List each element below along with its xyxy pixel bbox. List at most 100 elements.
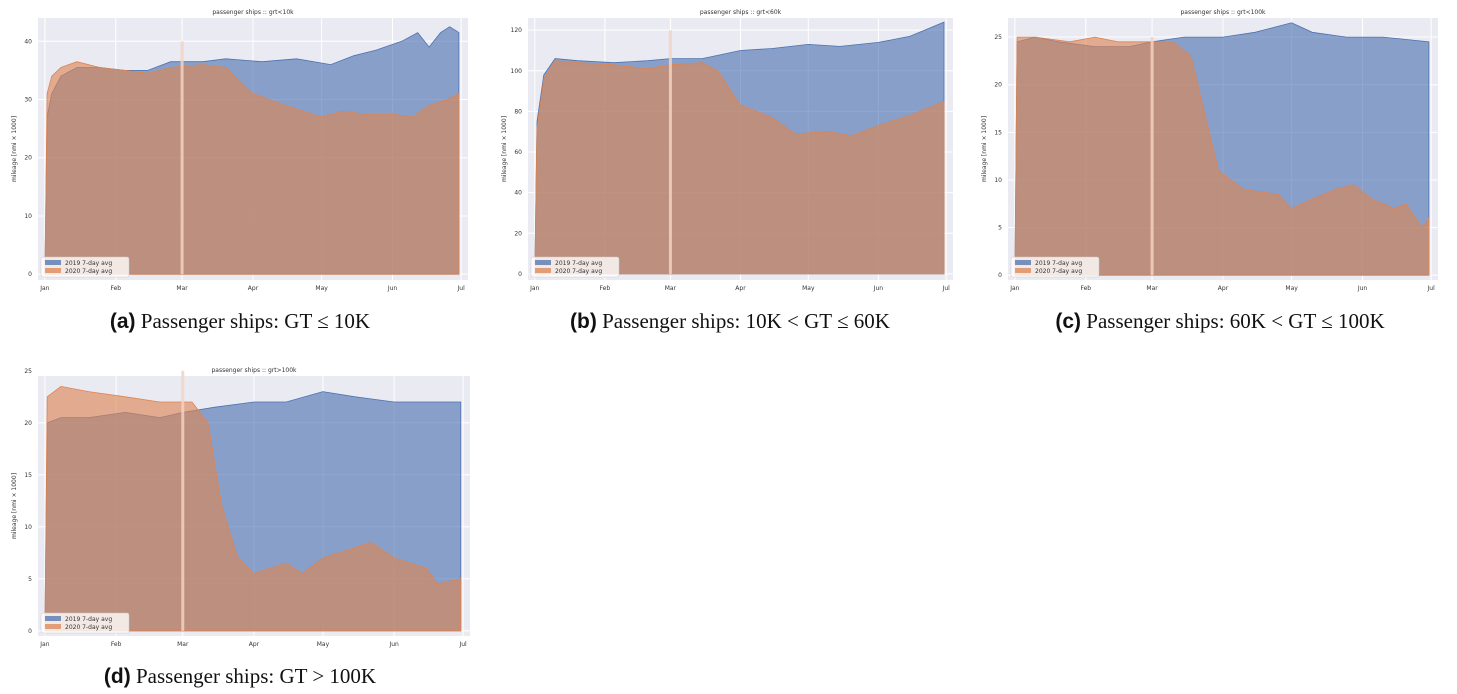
chart-title: passenger ships :: grt<60k <box>700 9 782 16</box>
chart-title: passenger ships :: grt<100k <box>1180 9 1266 16</box>
chart-panel-a: 0 10 20 30 40 Jan Feb Mar Apr May Jun Jul passenger … <box>8 6 472 302</box>
y-tick-label: 10 <box>994 177 1002 184</box>
y-axis-label: mileage [nmi × 1000] <box>501 116 508 182</box>
chart-svg: 0 5 10 15 20 25 Jan Feb Mar Apr May Jun Jul passenger… <box>11 367 470 648</box>
x-tick-label: Jun <box>388 641 399 648</box>
series-area <box>44 385 462 632</box>
legend-label: 2019 7-day avg <box>1035 260 1082 267</box>
legend-box <box>1010 256 1100 278</box>
y-axis-label: mileage [nmi × 1000] <box>11 473 18 539</box>
y-tick-label: 10 <box>24 213 32 220</box>
y-tick-label: 100 <box>511 68 523 75</box>
caption-text: Passenger ships: GT > 100K <box>135 664 377 688</box>
y-tick-label: 60 <box>514 149 522 156</box>
y-tick-label: 120 <box>511 27 523 34</box>
y-tick-label: 40 <box>514 190 522 197</box>
y-tick-label: 20 <box>514 230 522 237</box>
x-tick-label: Jul <box>458 641 467 648</box>
y-tick-label: 40 <box>24 38 32 45</box>
x-tick-label: Feb <box>110 285 121 292</box>
caption-text: Passenger ships: 60K < GT ≤ 100K <box>1086 309 1385 333</box>
y-tick-label: 15 <box>24 472 32 479</box>
x-tick-label: May <box>1285 285 1298 292</box>
y-tick-label: 10 <box>24 524 32 531</box>
x-tick-label: Jan <box>1009 285 1019 292</box>
caption-b: (b) Passenger ships: 10K < GT ≤ 60K <box>520 309 940 334</box>
x-tick-label: Mar <box>176 285 188 292</box>
y-tick-label: 20 <box>24 420 32 427</box>
x-tick-label: Jan <box>529 285 539 292</box>
x-tick-label: Jan <box>39 641 49 648</box>
x-tick-label: Jun <box>1357 285 1368 292</box>
x-tick-label: May <box>315 285 328 292</box>
x-tick-label: May <box>317 641 330 648</box>
series-area <box>44 61 460 275</box>
x-tick-label: Jul <box>457 285 466 292</box>
caption-text: Passenger ships: GT ≤ 10K <box>140 309 371 333</box>
caption-letter: (d) <box>103 665 131 688</box>
x-tick-label: Mar <box>177 641 189 648</box>
legend-swatch <box>535 268 551 273</box>
legend-label: 2020 7-day avg <box>1035 268 1082 275</box>
y-tick-label: 15 <box>994 129 1002 136</box>
chart-title: passenger ships :: grt>100k <box>211 367 297 374</box>
x-tick-label: May <box>802 285 815 292</box>
chart-panel-c: 0 5 10 15 20 25 Jan Feb Mar Apr May Jun Jul passenger… <box>978 6 1442 302</box>
caption-a: (a) Passenger ships: GT ≤ 10K <box>40 309 440 334</box>
y-tick-label: 20 <box>24 155 32 162</box>
legend-swatch <box>535 260 551 265</box>
legend-swatch <box>45 268 61 273</box>
legend-label: 2020 7-day avg <box>65 624 112 631</box>
x-tick-label: Jan <box>39 285 49 292</box>
x-tick-label: Mar <box>1146 285 1158 292</box>
marker-line <box>1150 37 1154 276</box>
chart-svg: 0 5 10 15 20 25 Jan Feb Mar Apr May Jun Jul passenger… <box>981 9 1438 292</box>
y-tick-label: 0 <box>518 271 522 278</box>
legend-swatch <box>45 260 61 265</box>
legend-swatch <box>45 616 61 621</box>
legend-box <box>530 256 620 278</box>
legend-label: 2019 7-day avg <box>65 616 112 623</box>
marker-line <box>668 30 672 274</box>
legend-label: 2019 7-day avg <box>65 260 112 267</box>
x-tick-label: Jun <box>873 285 884 292</box>
chart-title: passenger ships :: grt<10k <box>212 9 294 16</box>
y-tick-label: 25 <box>994 34 1002 41</box>
chart-panel-d: 0 5 10 15 20 25 Jan Feb Mar Apr May Jun Jul passenger… <box>8 364 474 654</box>
caption-letter: (c) <box>1055 310 1082 333</box>
legend-swatch <box>1015 268 1031 273</box>
y-tick-label: 25 <box>24 368 32 375</box>
caption-letter: (b) <box>570 310 597 333</box>
marker-line <box>180 41 184 275</box>
legend-label: 2020 7-day avg <box>65 268 112 275</box>
chart-svg: 0 10 20 30 40 Jan Feb Mar Apr May Jun Jul passenger … <box>11 9 468 292</box>
y-axis-label: mileage [nmi × 1000] <box>11 116 18 182</box>
caption-letter: (a) <box>109 310 136 333</box>
marker-line <box>181 370 185 631</box>
legend-swatch <box>1015 260 1031 265</box>
x-tick-label: Apr <box>248 285 259 292</box>
x-tick-label: Apr <box>249 641 260 648</box>
y-axis-label: mileage [nmi × 1000] <box>981 116 988 182</box>
x-tick-label: Feb <box>600 285 611 292</box>
x-tick-label: Apr <box>735 285 746 292</box>
legend-box <box>40 612 130 634</box>
chart-svg: 0 20 40 60 80 100 120 Jan Feb Mar Apr May Jun Jul pass… <box>501 9 953 292</box>
series-area <box>1014 36 1430 276</box>
y-tick-label: 0 <box>998 272 1002 279</box>
x-tick-label: Apr <box>1218 285 1229 292</box>
legend-box <box>40 256 130 278</box>
y-tick-label: 5 <box>28 576 32 583</box>
legend-label: 2019 7-day avg <box>555 260 602 267</box>
caption-text: Passenger ships: 10K < GT ≤ 60K <box>602 309 890 333</box>
y-tick-label: 0 <box>28 628 32 635</box>
x-tick-label: Feb <box>1080 285 1091 292</box>
x-tick-label: Jul <box>942 285 951 292</box>
chart-panel-b: 0 20 40 60 80 100 120 Jan Feb Mar Apr May Jun Jul pass… <box>493 6 957 302</box>
legend-swatch <box>45 624 61 629</box>
caption-c: (c) Passenger ships: 60K < GT ≤ 100K <box>1000 309 1440 334</box>
y-tick-label: 30 <box>24 97 32 104</box>
legend-label: 2020 7-day avg <box>555 268 602 275</box>
y-tick-label: 5 <box>998 225 1002 232</box>
y-tick-label: 20 <box>994 82 1002 89</box>
